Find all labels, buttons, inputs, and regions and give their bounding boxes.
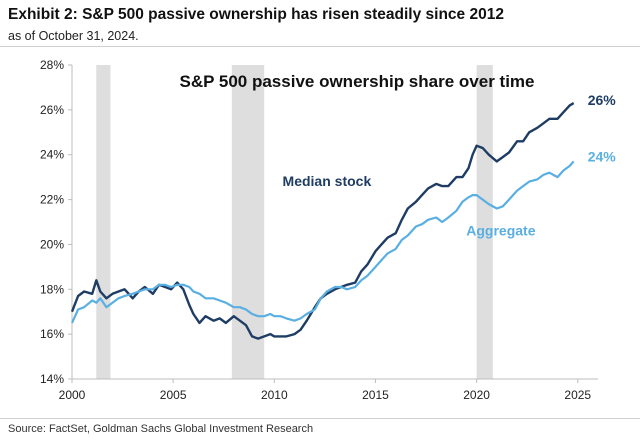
x-tick-label: 2020	[463, 388, 490, 402]
shaded-periods	[96, 65, 493, 379]
y-tick-label: 18%	[40, 282, 64, 296]
y-tick-label: 28%	[40, 58, 64, 72]
chart-frame: 14% 16% 18% 20% 22% 24% 26% 28% 2000 2005 2010 201…	[0, 46, 640, 419]
source-footer: Source: FactSet, Goldman Sachs Global In…	[0, 418, 640, 441]
x-tick-label: 2005	[160, 388, 187, 402]
series-label-0: Median stock	[283, 173, 372, 189]
chart-title: S&P 500 passive ownership share over tim…	[180, 72, 535, 91]
as-of-date: as of October 31, 2024.	[8, 29, 139, 43]
y-tick-label: 26%	[40, 103, 64, 117]
end-value-label-1: 24%	[588, 148, 617, 164]
y-axis-ticks: 14% 16% 18% 20% 22% 24% 26% 28%	[40, 58, 72, 386]
series-lines	[70, 102, 575, 340]
end-value-label-0: 26%	[588, 92, 617, 108]
y-tick-label: 14%	[40, 372, 64, 386]
shaded-period-0	[96, 65, 111, 379]
x-tick-label: 2025	[564, 388, 591, 402]
y-tick-label: 24%	[40, 148, 64, 162]
y-tick-label: 16%	[40, 327, 64, 341]
series-line-aggregate	[70, 160, 575, 324]
y-tick-label: 22%	[40, 193, 64, 207]
shaded-period-2	[476, 65, 493, 379]
series-labels: Median stock Aggregate 26% 24%	[283, 92, 617, 238]
exhibit-title: Exhibit 2: S&P 500 passive ownership has…	[8, 6, 504, 23]
y-tick-label: 20%	[40, 237, 64, 251]
x-axis-ticks: 2000 2005 2010 2015 2020 2025	[59, 379, 591, 402]
series-label-1: Aggregate	[466, 222, 535, 238]
x-tick-label: 2000	[59, 388, 86, 402]
series-line-median-stock	[70, 102, 575, 340]
shaded-period-1	[231, 65, 265, 379]
passive-ownership-chart: 14% 16% 18% 20% 22% 24% 26% 28% 2000 2005 2010 201…	[40, 58, 617, 402]
x-tick-label: 2010	[261, 388, 288, 402]
source-note: Source: FactSet, Goldman Sachs Global In…	[8, 423, 314, 435]
x-tick-label: 2015	[362, 388, 389, 402]
